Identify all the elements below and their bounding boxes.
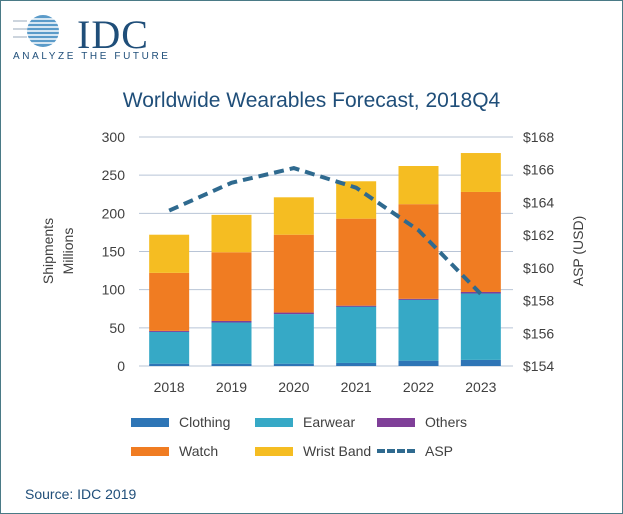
bar-others-2020 xyxy=(273,312,314,315)
x-tick-label: 2021 xyxy=(341,379,372,395)
y2-tick-label: $158 xyxy=(523,293,554,309)
logo-name: IDC xyxy=(77,12,149,57)
bar-watch-2021 xyxy=(336,218,377,306)
y-tick-label: 200 xyxy=(102,205,126,221)
legend-asp: ASP xyxy=(377,443,453,459)
bar-watch-2022 xyxy=(398,204,439,299)
asp-line xyxy=(168,166,483,296)
bar-others-2019 xyxy=(211,320,252,323)
bar-earwear-2023 xyxy=(460,293,501,360)
bar-watch-2023 xyxy=(460,191,501,292)
bar-watch-2019 xyxy=(211,252,252,321)
y-tick-label: 300 xyxy=(102,129,126,145)
y2-tick-label: $154 xyxy=(523,358,554,374)
x-tick-label: 2023 xyxy=(465,379,496,395)
y2-tick-label: $168 xyxy=(523,129,554,145)
y2-tick-label: $156 xyxy=(523,325,554,341)
y-axis-label-line1: Shipments xyxy=(40,218,56,284)
legend-clothing: Clothing xyxy=(131,414,230,430)
idc-logo-icon xyxy=(13,15,73,47)
y2-tick-label: $160 xyxy=(523,260,554,276)
source-note: Source: IDC 2019 xyxy=(25,486,137,502)
bar-clothing-2019 xyxy=(211,363,252,366)
bar-wrist-band-2018 xyxy=(149,234,190,273)
bar-clothing-2018 xyxy=(149,363,190,366)
y-tick-label: 0 xyxy=(117,358,125,374)
chart-plot: 0 50 100 150 200 250 300 $154 $156 $158 $160 $162 $1… xyxy=(40,129,586,395)
y2-tick-label: $164 xyxy=(523,194,554,210)
bar-clothing-2021 xyxy=(336,362,377,366)
legend-wrist-band: Wrist Band xyxy=(255,443,371,459)
bar-others-2022 xyxy=(398,298,439,300)
x-tick-label: 2022 xyxy=(403,379,434,395)
y-axis-label-line2: Millions xyxy=(60,228,76,275)
x-tick-label: 2019 xyxy=(216,379,247,395)
bar-earwear-2020 xyxy=(273,314,314,364)
bar-wrist-band-2020 xyxy=(273,197,314,235)
logo-tagline: ANALYZE THE FUTURE xyxy=(13,51,171,62)
bar-wrist-band-2022 xyxy=(398,166,439,205)
y2-tick-label: $162 xyxy=(523,227,554,243)
bar-wrist-band-2023 xyxy=(460,153,501,192)
x-tick-label: 2018 xyxy=(154,379,185,395)
bar-others-2021 xyxy=(336,305,377,307)
x-tick-label: 2020 xyxy=(278,379,309,395)
legend-others: Others xyxy=(377,414,467,430)
legend-watch: Watch xyxy=(131,443,218,459)
y-tick-label: 150 xyxy=(102,244,126,260)
bar-clothing-2020 xyxy=(273,363,314,366)
bar-watch-2020 xyxy=(273,234,314,313)
legend-earwear: Earwear xyxy=(255,414,355,430)
y-tick-label: 50 xyxy=(109,320,125,336)
chart-title: Worldwide Wearables Forecast, 2018Q4 xyxy=(122,89,501,112)
y2-axis-label: ASP (USD) xyxy=(570,216,586,287)
bar-earwear-2022 xyxy=(398,299,439,361)
bar-others-2018 xyxy=(149,330,190,332)
bar-earwear-2019 xyxy=(211,322,252,364)
bar-clothing-2022 xyxy=(398,360,439,366)
bar-wrist-band-2019 xyxy=(211,214,252,253)
bar-watch-2018 xyxy=(149,272,190,331)
bar-earwear-2018 xyxy=(149,331,190,364)
y2-tick-label: $166 xyxy=(523,162,554,178)
bar-clothing-2023 xyxy=(460,359,501,366)
y-tick-label: 250 xyxy=(102,167,126,183)
bar-earwear-2021 xyxy=(336,306,377,363)
y-tick-label: 100 xyxy=(102,282,126,298)
